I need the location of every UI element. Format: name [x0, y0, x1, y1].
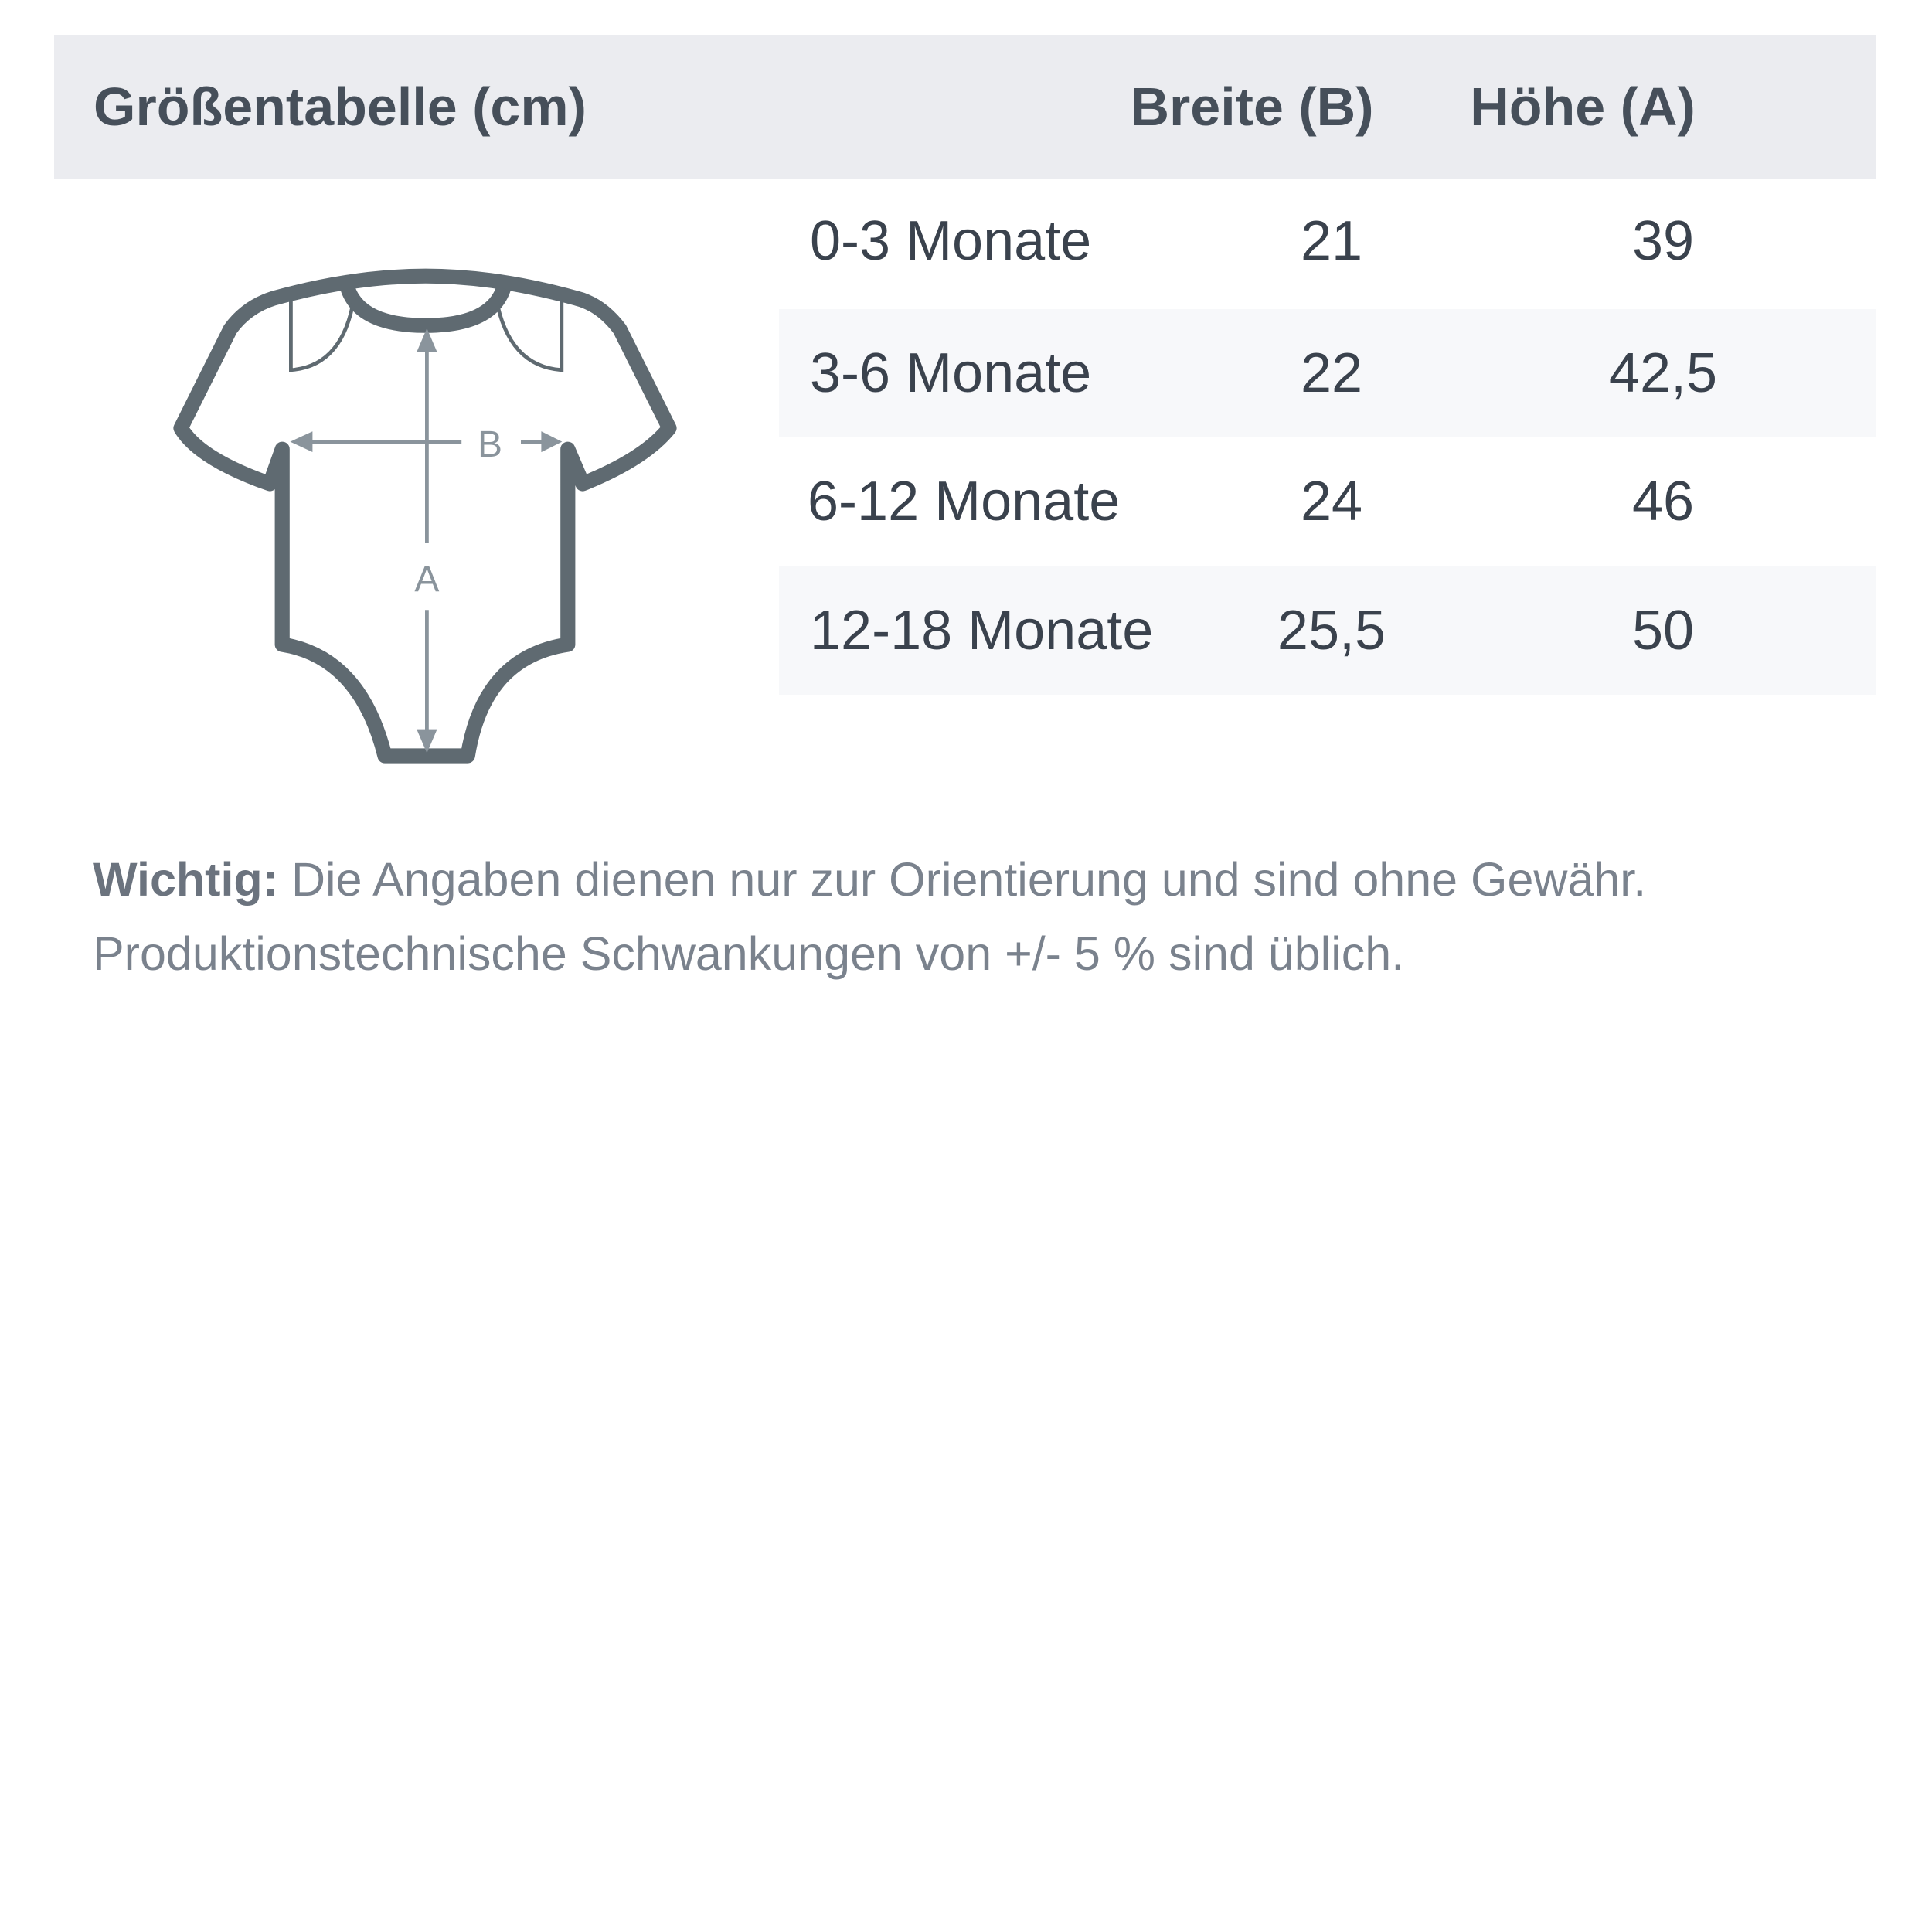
width-value: 24 — [1300, 471, 1363, 532]
table-title: Größentabelle (cm) — [94, 77, 587, 137]
size-label: 3-6 Monate — [810, 342, 1092, 404]
bodysuit-outline-icon — [173, 268, 677, 764]
width-value: 25,5 — [1277, 600, 1386, 662]
table-header: Größentabelle (cm) Breite (B) Höhe (A) — [54, 35, 1876, 179]
note-bold: Wichtig: — [93, 853, 279, 906]
baby-bodysuit-diagram: B A — [173, 268, 677, 764]
table-row: 0-3 Monate 21 39 — [779, 177, 1876, 305]
table-row: 12-18 Monate 25,5 50 — [779, 566, 1876, 695]
size-label: 12-18 Monate — [810, 600, 1154, 662]
size-label: 0-3 Monate — [810, 210, 1092, 272]
height-value: 50 — [1631, 600, 1695, 662]
label-a: A — [414, 559, 439, 600]
width-value: 21 — [1300, 210, 1363, 272]
column-header-height: Höhe (A) — [1470, 77, 1696, 137]
disclaimer-note: Wichtig: Die Angaben dienen nur zur Orie… — [93, 842, 1870, 991]
height-value: 39 — [1631, 210, 1695, 272]
note-line1: Die Angaben dienen nur zur Orientierung … — [278, 853, 1647, 906]
label-b: B — [478, 424, 502, 465]
measure-arrows-icon — [290, 328, 563, 753]
width-value: 22 — [1300, 342, 1363, 404]
table-row: 6-12 Monate 24 46 — [779, 437, 1876, 566]
height-value: 42,5 — [1608, 342, 1718, 404]
column-header-width: Breite (B) — [1130, 77, 1374, 137]
table-row: 3-6 Monate 22 42,5 — [779, 309, 1876, 437]
height-value: 46 — [1631, 471, 1695, 532]
size-label: 6-12 Monate — [808, 471, 1121, 532]
note-line2: Produktionstechnische Schwankungen von +… — [93, 927, 1405, 980]
